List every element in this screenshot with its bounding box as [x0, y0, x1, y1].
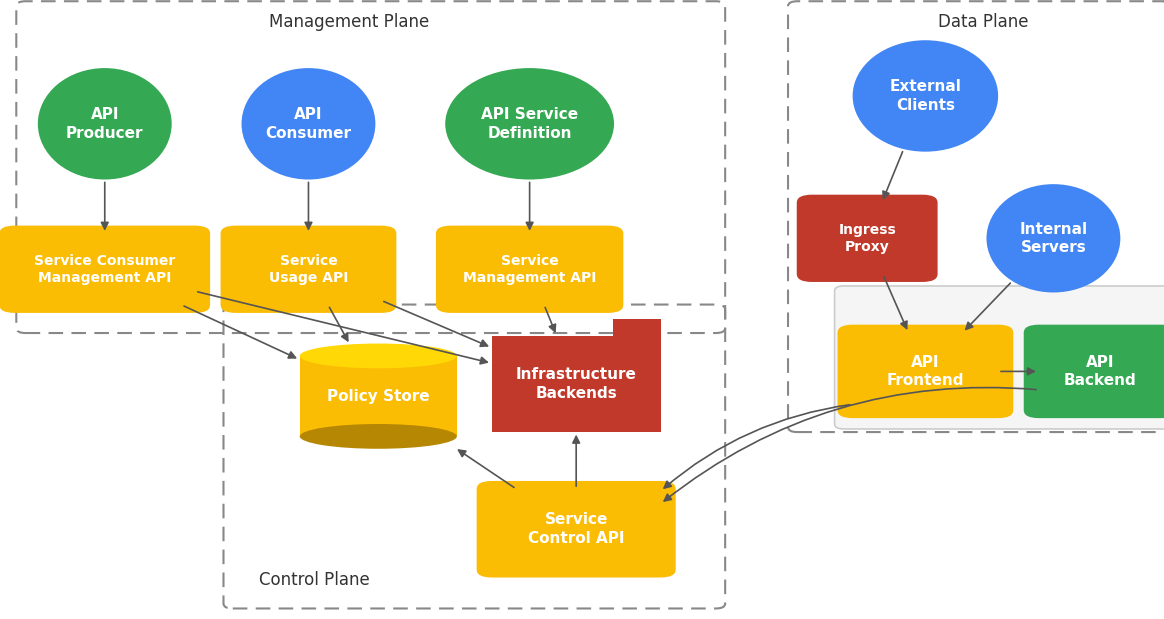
PathPatch shape [613, 319, 661, 335]
Text: Internal
Servers: Internal Servers [1020, 222, 1087, 255]
Text: Infrastructure
Backends: Infrastructure Backends [516, 367, 637, 400]
Text: API
Backend: API Backend [1064, 355, 1136, 388]
FancyBboxPatch shape [477, 481, 675, 578]
Text: External
Clients: External Clients [889, 79, 961, 113]
Ellipse shape [300, 424, 456, 449]
FancyBboxPatch shape [1024, 324, 1164, 418]
FancyBboxPatch shape [435, 226, 624, 313]
FancyBboxPatch shape [838, 324, 1013, 418]
Text: Ingress
Proxy: Ingress Proxy [838, 223, 896, 254]
FancyBboxPatch shape [221, 226, 396, 313]
PathPatch shape [491, 335, 661, 432]
Text: Service
Control API: Service Control API [528, 513, 624, 546]
Text: Policy Store: Policy Store [327, 389, 430, 404]
Ellipse shape [852, 40, 999, 152]
Text: Data Plane: Data Plane [938, 12, 1029, 31]
Text: API
Consumer: API Consumer [265, 107, 352, 141]
Text: API Service
Definition: API Service Definition [481, 107, 579, 141]
Text: Service Consumer
Management API: Service Consumer Management API [34, 254, 176, 285]
Ellipse shape [300, 344, 456, 368]
Ellipse shape [37, 68, 172, 180]
Text: Service
Usage API: Service Usage API [269, 254, 348, 285]
Ellipse shape [987, 184, 1121, 292]
Polygon shape [300, 356, 456, 436]
Text: Service
Management API: Service Management API [463, 254, 596, 285]
Text: API
Frontend: API Frontend [887, 355, 964, 388]
Text: Control Plane: Control Plane [258, 571, 370, 589]
FancyBboxPatch shape [835, 286, 1164, 429]
Text: Management Plane: Management Plane [269, 12, 430, 31]
Text: API
Producer: API Producer [66, 107, 143, 141]
Ellipse shape [445, 68, 615, 180]
Ellipse shape [242, 68, 376, 180]
FancyBboxPatch shape [0, 226, 210, 313]
FancyBboxPatch shape [796, 194, 938, 282]
